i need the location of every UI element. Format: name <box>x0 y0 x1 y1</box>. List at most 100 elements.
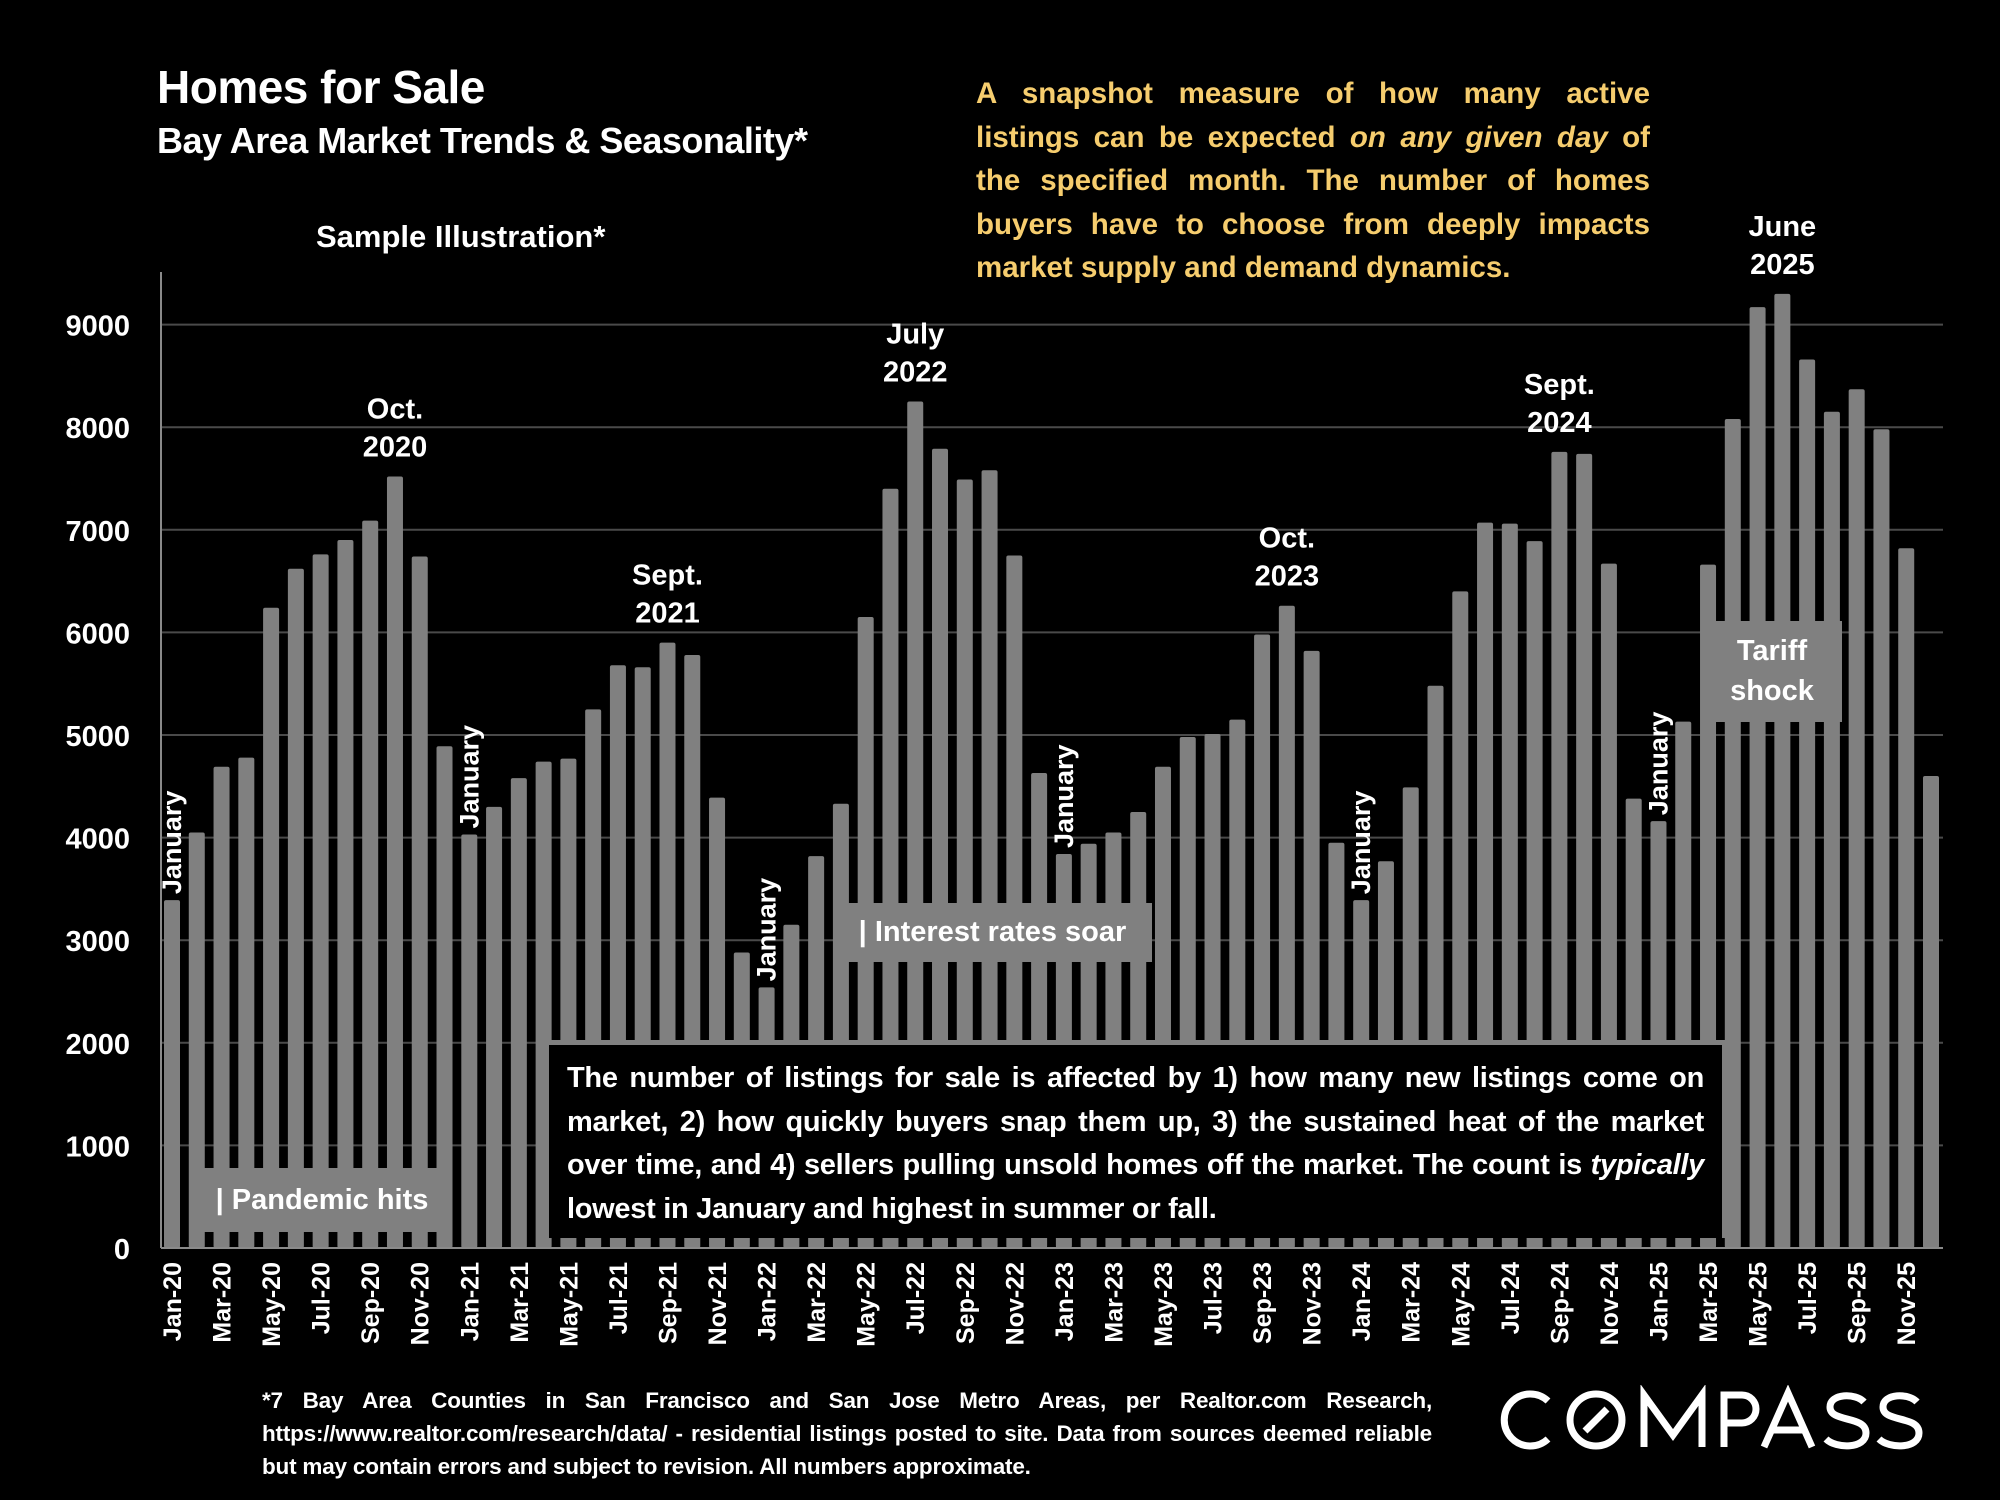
bar-Nov-25 <box>1898 548 1915 1248</box>
y-tick-label: 6000 <box>65 618 130 650</box>
bar-Sep-25 <box>1848 389 1865 1248</box>
peak-label-line1: Sept. <box>1524 369 1595 401</box>
bar-Jun-25 <box>1774 293 1791 1248</box>
bar-Feb-21 <box>486 806 503 1248</box>
peak-label-line1: June <box>1749 211 1817 243</box>
x-tick-label: Sep-21 <box>654 1262 682 1344</box>
january-label: January <box>1643 712 1673 816</box>
bar-Jan-21 <box>461 834 478 1248</box>
intro-emphasis: on any given day <box>1349 120 1608 154</box>
peak-label-line2: 2022 <box>883 357 948 389</box>
x-tick-label: Jan-22 <box>754 1262 782 1341</box>
intro-text-2: of the specified month. The number of ho… <box>976 120 1650 285</box>
x-tick-label: Jan-23 <box>1051 1262 1079 1341</box>
peak-label-line2: 2021 <box>635 598 700 630</box>
x-tick-label: May-22 <box>853 1262 881 1347</box>
bar-Jun-20 <box>287 568 304 1248</box>
sample-illustration-label: Sample Illustration* <box>316 219 606 254</box>
bar-Jul-22 <box>907 401 924 1248</box>
annotation-pandemic-hits: | Pandemic hits <box>193 1168 451 1232</box>
compass-logo <box>1500 1385 1923 1450</box>
bar-Feb-20 <box>188 832 205 1248</box>
january-label: January <box>157 791 187 895</box>
x-tick-label: Mar-22 <box>803 1262 831 1343</box>
x-tick-label: Nov-21 <box>704 1262 732 1345</box>
x-tick-label: Nov-23 <box>1299 1262 1327 1345</box>
x-tick-label: May-21 <box>555 1262 583 1347</box>
peak-label-line1: Oct. <box>367 393 423 425</box>
x-tick-label: Sep-20 <box>357 1262 385 1344</box>
x-tick-label: Nov-24 <box>1596 1262 1624 1345</box>
bar-Mar-20 <box>213 766 230 1248</box>
x-tick-label: Sep-24 <box>1546 1262 1574 1344</box>
bar-Apr-25 <box>1724 418 1741 1248</box>
bar-Aug-20 <box>337 540 354 1248</box>
x-tick-label: May-20 <box>258 1262 286 1347</box>
bar-Aug-25 <box>1823 411 1840 1248</box>
bar-Sep-20 <box>362 520 379 1248</box>
y-tick-label: 2000 <box>65 1029 130 1061</box>
january-label: January <box>1346 791 1376 895</box>
x-tick-label: May-24 <box>1447 1262 1475 1347</box>
bar-May-25 <box>1749 307 1766 1249</box>
y-tick-label: 4000 <box>65 824 130 856</box>
peak-label-line2: 2020 <box>363 431 428 463</box>
bar-Apr-20 <box>238 757 255 1248</box>
january-label: January <box>752 878 782 982</box>
x-tick-label: Jul-20 <box>308 1262 336 1334</box>
january-labels: January January January January January Janua… <box>157 712 1673 982</box>
x-tick-label: Jan-20 <box>159 1262 187 1341</box>
peak-label-line1: Oct. <box>1259 523 1315 555</box>
y-tick-label: 3000 <box>65 926 130 958</box>
annotation-interest-rates-soar: | Interest rates soar <box>833 903 1152 962</box>
y-tick-label: 1000 <box>65 1131 130 1163</box>
bar-Jul-20 <box>312 554 329 1248</box>
y-tick-label: 9000 <box>65 311 130 343</box>
peak-label-line2: 2024 <box>1527 407 1592 439</box>
bar-Jan-20 <box>164 900 180 1248</box>
y-tick-label: 8000 <box>65 413 130 445</box>
x-tick-label: Nov-25 <box>1893 1262 1921 1345</box>
x-tick-label: Jul-21 <box>605 1262 633 1334</box>
x-tick-label: Jul-24 <box>1497 1262 1525 1334</box>
bar-Nov-20 <box>411 556 428 1248</box>
x-tick-label: Jan-25 <box>1645 1262 1673 1341</box>
intro-description: A snapshot measure of how many active li… <box>976 72 1650 290</box>
bar-Jul-25 <box>1799 359 1816 1248</box>
y-tick-label: 7000 <box>65 516 130 548</box>
explanation-box: The number of listings for sale is affec… <box>544 1040 1727 1238</box>
explanation-text-1: The number of listings for sale is affec… <box>567 1062 1704 1181</box>
explanation-emphasis: typically <box>1590 1149 1705 1181</box>
x-tick-label: Jul-23 <box>1200 1262 1228 1334</box>
x-tick-label: Sep-22 <box>952 1262 980 1344</box>
x-tick-label: Mar-20 <box>209 1262 237 1343</box>
y-tick-label: 0 <box>114 1234 130 1266</box>
x-tick-label: Jul-25 <box>1794 1262 1822 1334</box>
january-label: January <box>1049 744 1079 848</box>
bar-Dec-25 <box>1923 776 1939 1248</box>
x-tick-label: Jan-21 <box>456 1262 484 1341</box>
bar-Mar-21 <box>510 778 527 1248</box>
x-tick-label: Mar-24 <box>1398 1262 1426 1343</box>
bar-Dec-20 <box>436 746 453 1248</box>
peak-label-line1: Sept. <box>632 560 703 592</box>
x-tick-label: Mar-25 <box>1695 1262 1723 1343</box>
footnote: *7 Bay Area Counties in San Francisco an… <box>262 1388 1432 1479</box>
peak-label-line1: July <box>886 319 944 351</box>
x-tick-label: Mar-23 <box>1100 1262 1128 1343</box>
peak-label-line2: 2023 <box>1255 561 1320 593</box>
bar-May-20 <box>263 607 280 1248</box>
bar-Oct-25 <box>1873 429 1890 1248</box>
x-tick-label: Sep-25 <box>1844 1262 1872 1344</box>
x-tick-label: Jan-24 <box>1348 1262 1376 1341</box>
y-tick-label: 5000 <box>65 721 130 753</box>
x-tick-label: May-25 <box>1745 1262 1773 1347</box>
x-tick-label: Sep-23 <box>1249 1262 1277 1344</box>
annotation-tariff-shock: Tariff shock <box>1702 621 1842 722</box>
x-tick-label: May-23 <box>1150 1262 1178 1347</box>
x-tick-label: Nov-22 <box>1001 1262 1029 1345</box>
explanation-text-2: lowest in January and highest in summer … <box>567 1192 1217 1225</box>
x-tick-label: Nov-20 <box>407 1262 435 1345</box>
x-tick-label: Jul-22 <box>902 1262 930 1334</box>
x-axis-ticks: Jan-20 Mar-20 May-20 Jul-20 Sep-20 Nov-20 Jan-… <box>159 1262 1921 1347</box>
